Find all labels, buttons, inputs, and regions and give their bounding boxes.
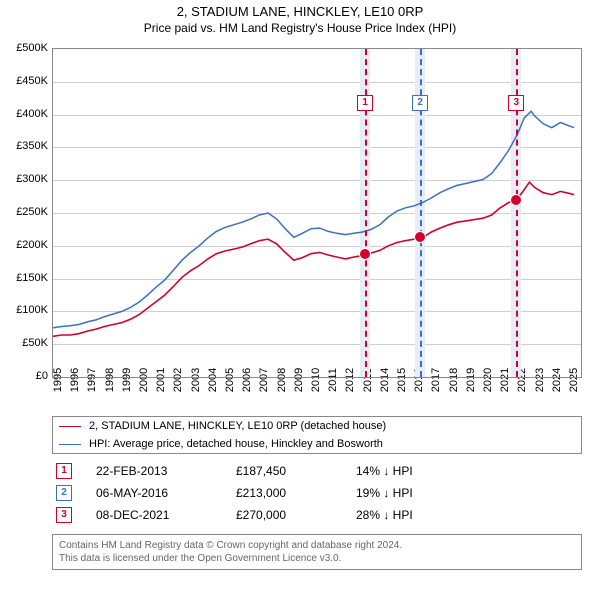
chart-subtitle: Price paid vs. HM Land Registry's House … (0, 19, 600, 35)
sale-point (359, 248, 371, 260)
sales-row-price: £213,000 (236, 486, 356, 500)
footer-line1: Contains HM Land Registry data © Crown c… (59, 539, 575, 552)
legend-label-hpi: HPI: Average price, detached house, Hinc… (89, 438, 383, 450)
sales-row-date: 06-MAY-2016 (96, 486, 236, 500)
sales-row-diff: 19% ↓ HPI (356, 486, 582, 500)
series-line-hpi (53, 111, 574, 327)
legend-row-hpi: HPI: Average price, detached house, Hinc… (53, 435, 581, 453)
sales-row-marker: 3 (56, 507, 72, 523)
sale-marker-box: 3 (508, 95, 524, 111)
legend-label-property: 2, STADIUM LANE, HINCKLEY, LE10 0RP (det… (89, 420, 386, 432)
y-tick-label: £100K (0, 304, 48, 316)
sales-row-marker: 1 (56, 463, 72, 479)
sales-row-price: £270,000 (236, 508, 356, 522)
sales-row-diff: 14% ↓ HPI (356, 464, 582, 478)
sales-row-marker: 2 (56, 485, 72, 501)
plot-area: 1 2 3 (52, 48, 582, 378)
chart-title: 2, STADIUM LANE, HINCKLEY, LE10 0RP (0, 0, 600, 19)
legend-swatch-hpi (59, 444, 81, 445)
sales-row-date: 22-FEB-2013 (96, 464, 236, 478)
legend: 2, STADIUM LANE, HINCKLEY, LE10 0RP (det… (52, 416, 582, 454)
sale-point (414, 231, 426, 243)
sales-table: 1 22-FEB-2013£187,45014% ↓ HPI 2 06-MAY-201… (52, 460, 582, 526)
y-tick-label: £200K (0, 239, 48, 251)
sale-point (510, 194, 522, 206)
y-tick-label: £150K (0, 272, 48, 284)
y-tick-label: £250K (0, 206, 48, 218)
y-tick-label: £350K (0, 140, 48, 152)
sales-row-price: £187,450 (236, 464, 356, 478)
sales-row-diff: 28% ↓ HPI (356, 508, 582, 522)
line-svg (53, 49, 581, 377)
y-tick-label: £450K (0, 75, 48, 87)
y-tick-label: £0 (0, 370, 48, 382)
figure-root: 2, STADIUM LANE, HINCKLEY, LE10 0RP Pric… (0, 0, 600, 590)
y-tick-label: £50K (0, 337, 48, 349)
sales-row-date: 08-DEC-2021 (96, 508, 236, 522)
footer-line2: This data is licensed under the Open Gov… (59, 552, 575, 565)
sale-marker-box: 2 (412, 95, 428, 111)
sales-row: 2 06-MAY-2016£213,00019% ↓ HPI (52, 482, 582, 504)
y-tick-label: £500K (0, 42, 48, 54)
sales-row: 3 08-DEC-2021£270,00028% ↓ HPI (52, 504, 582, 526)
legend-swatch-property (59, 426, 81, 427)
y-tick-label: £400K (0, 108, 48, 120)
sale-marker-box: 1 (357, 95, 373, 111)
legend-row-property: 2, STADIUM LANE, HINCKLEY, LE10 0RP (det… (53, 417, 581, 435)
series-line-property (53, 182, 574, 336)
sales-row: 1 22-FEB-2013£187,45014% ↓ HPI (52, 460, 582, 482)
attribution-footer: Contains HM Land Registry data © Crown c… (52, 534, 582, 570)
y-tick-label: £300K (0, 173, 48, 185)
